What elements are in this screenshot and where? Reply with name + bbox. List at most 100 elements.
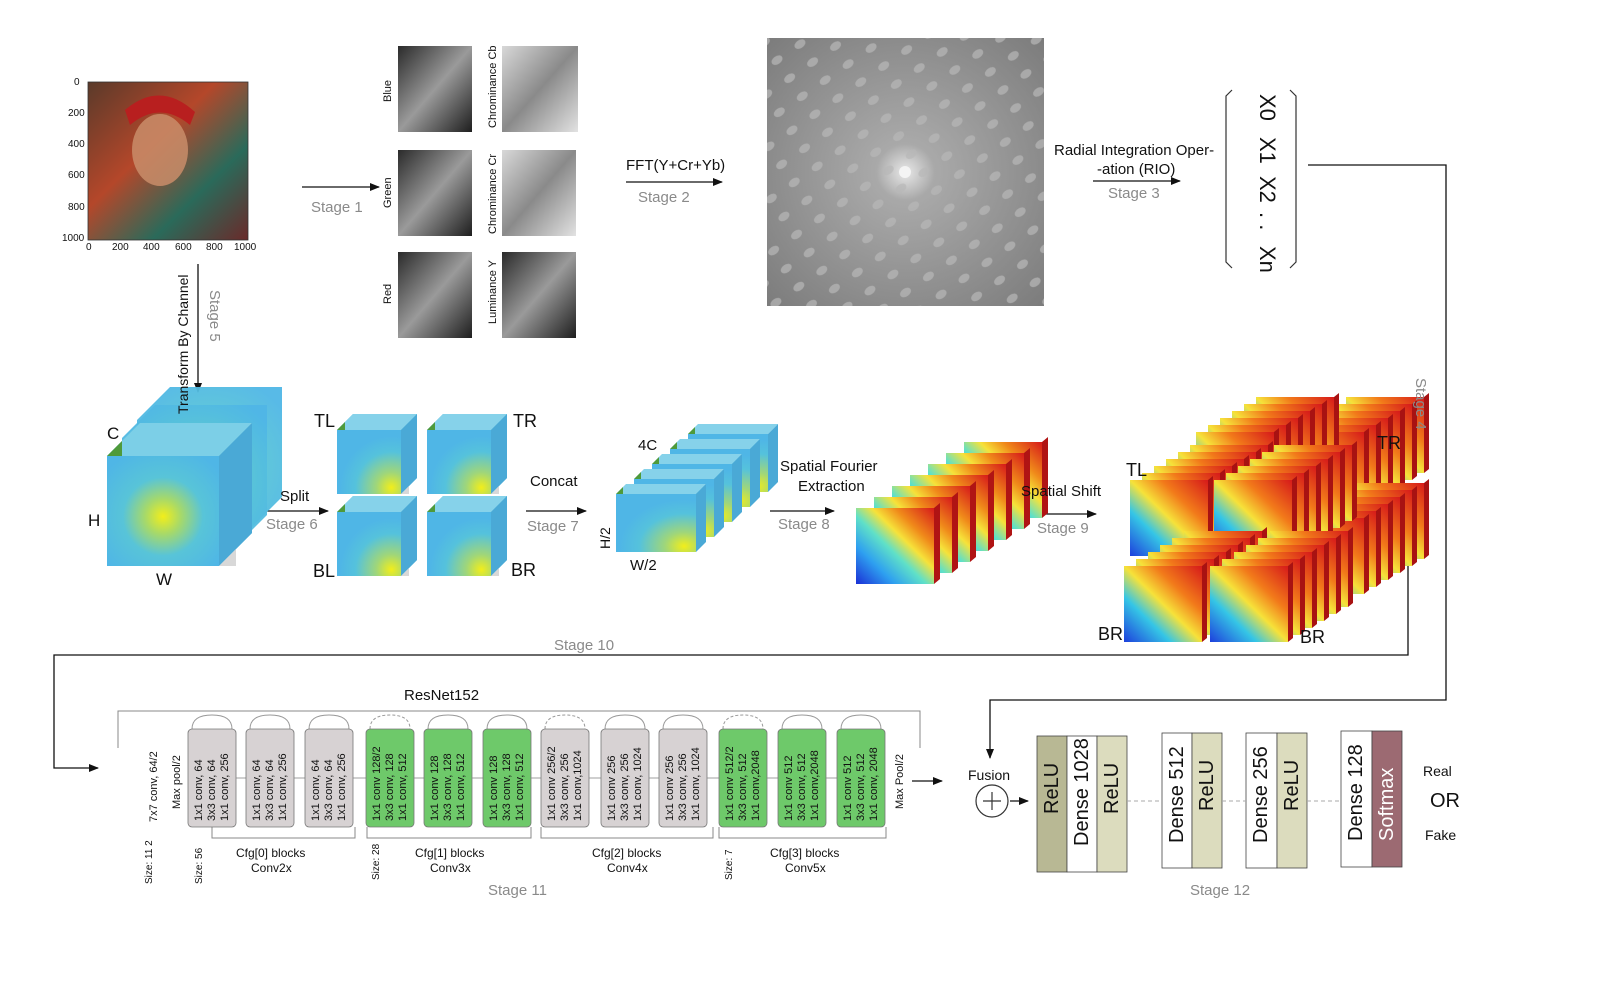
resnet-bracket xyxy=(117,710,921,839)
stage-6-label: Stage 6 xyxy=(266,516,318,533)
rio-label-line2: -ation (RIO) xyxy=(1097,161,1176,178)
stage-10-label: Stage 10 xyxy=(554,637,615,654)
size-56-label: Size: 56 xyxy=(194,847,205,884)
head-layer-label: Dense 1028 xyxy=(1071,738,1093,846)
head-layer-label: Softmax xyxy=(1376,767,1398,841)
feature-vector-bracket xyxy=(1225,89,1297,269)
stack-h2-label: H/2 xyxy=(597,527,613,549)
classifier-head xyxy=(1036,730,1403,873)
resnet-block-line: 1x1 conv, 2048 xyxy=(868,747,880,821)
resnet-block-line: 1x1 conv, 512 xyxy=(455,753,467,821)
resnet-first-pool: Max pool/2 xyxy=(171,755,183,809)
split-quadrants xyxy=(337,414,507,576)
quad-bl-label: BL xyxy=(313,561,336,581)
shift-tr-label: TR xyxy=(1377,433,1401,453)
resnet-block-line: 1x1 conv, 64 xyxy=(193,759,205,821)
group-0-line1: Cfg[0] blocks xyxy=(236,846,306,860)
head-layer-label: ReLU xyxy=(1041,762,1063,814)
group-1-line1: Cfg[1] blocks xyxy=(415,846,485,860)
head-layer xyxy=(1096,735,1128,873)
y-tick-400: 400 xyxy=(68,139,85,150)
resnet-block-line: 3x3 conv, 64 xyxy=(323,759,335,821)
or-label: OR xyxy=(1430,790,1460,812)
stage-1-label: Stage 1 xyxy=(311,199,363,216)
shifted-heatmaps xyxy=(1124,393,1429,642)
channel-cr-image xyxy=(502,150,576,236)
head-layer-label: Dense 128 xyxy=(1345,744,1367,841)
fake-label: Fake xyxy=(1425,827,1457,843)
stage-12-label: Stage 12 xyxy=(1190,882,1251,899)
fusion-symbol xyxy=(975,784,1009,818)
resnet-block-line: 1x1 conv 512 xyxy=(783,755,795,821)
resnet-block-line: 3x3 conv, 128 xyxy=(384,753,396,821)
resnet-block-line: 3x3 conv, 256 xyxy=(677,753,689,821)
resnet-block-line: 3x3 conv, 512 xyxy=(737,753,749,821)
concat-label: Concat xyxy=(530,473,578,490)
resnet-block-line: 3x3 conv, 512 xyxy=(796,753,808,821)
resnet-block-line: 3x3 conv, 64 xyxy=(264,759,276,821)
split-label: Split xyxy=(280,488,310,505)
photo-headscarf xyxy=(125,95,195,125)
stack-slice xyxy=(616,484,706,552)
resnet-block-line: 1x1 conv,2048 xyxy=(809,750,821,821)
transform-label: Transform By Channel xyxy=(175,274,191,414)
x-tick-400: 400 xyxy=(143,242,160,253)
resnet-block-line: 3x3 conv, 256 xyxy=(619,753,631,821)
sfe-label-line1: Spatial Fourier xyxy=(780,458,878,475)
resnet-block-line: 1x1 conv 256/2 xyxy=(546,746,558,821)
resnet-title: ResNet152 xyxy=(404,687,480,704)
resnet-blocks xyxy=(187,714,886,828)
photo-face xyxy=(132,114,188,186)
resnet-block-line: 1x1 conv, 512 xyxy=(514,753,526,821)
stage-3-label: Stage 3 xyxy=(1108,185,1160,202)
resnet-block-line: 1x1 conv 128 xyxy=(429,755,441,821)
group-1-line2: Conv3x xyxy=(430,861,471,875)
group-0-line2: Conv2x xyxy=(251,861,292,875)
resnet-block-line: 3x3 conv, 256 xyxy=(559,753,571,821)
quad-tl-label: TL xyxy=(314,411,336,431)
resnet-block-line: 1x1 conv 128/2 xyxy=(371,746,383,821)
quad-cube xyxy=(337,414,417,494)
shift-br2-label: BR xyxy=(1300,627,1326,647)
size-28-label: Size: 28 xyxy=(371,843,382,880)
sfe-label-line2: Extraction xyxy=(798,478,865,495)
head-layer-label: ReLU xyxy=(1101,762,1123,814)
stage-9-label: Stage 9 xyxy=(1037,520,1089,537)
head-layer xyxy=(1066,735,1098,873)
fourier-heatmaps xyxy=(856,437,1048,584)
resnet-first-conv: 7x7 conv, 64/2 xyxy=(148,751,160,822)
head-layer xyxy=(1371,730,1403,868)
shift-tl-label: TL xyxy=(1126,460,1148,480)
channel-green-image xyxy=(398,150,472,236)
label-green: Green xyxy=(382,177,394,208)
y-tick-0: 0 xyxy=(74,77,80,88)
fft-center xyxy=(899,166,911,178)
x-tick-800: 800 xyxy=(206,242,223,253)
resnet-block-line: 1x1 conv, 1024 xyxy=(690,747,702,821)
group-2-line1: Cfg[2] blocks xyxy=(592,846,662,860)
resnet-block-line: 1x1 conv, 256 xyxy=(219,753,231,821)
cube-w-label: W xyxy=(156,570,173,589)
size-112-label: Size: 11 2 xyxy=(144,840,155,884)
vector-x0: X0 xyxy=(1255,94,1280,121)
shifted-slice xyxy=(1124,562,1207,642)
fusion-label: Fusion xyxy=(968,767,1011,783)
quad-br-label: BR xyxy=(511,560,537,580)
head-layer xyxy=(1340,730,1373,868)
stage-7-label: Stage 7 xyxy=(527,518,579,535)
quad-tr-label: TR xyxy=(513,411,537,431)
input-cube xyxy=(107,387,282,566)
vector-xn: Xn xyxy=(1255,246,1280,273)
channel-images xyxy=(398,46,578,338)
channel-cb-image xyxy=(502,46,578,132)
resnet-block-line: 1x1 conv, 256 xyxy=(336,753,348,821)
resnet-block-line: 1x1 conv 512 xyxy=(842,755,854,821)
cube-c-label: C xyxy=(107,424,120,443)
stage-2-label: Stage 2 xyxy=(638,189,690,206)
group-3-line2: Conv5x xyxy=(785,861,826,875)
vector-x2: X2 xyxy=(1255,176,1280,203)
resnet-block-line: 1x1 conv, 512 xyxy=(397,753,409,821)
head-layer-label: ReLU xyxy=(1196,759,1218,811)
